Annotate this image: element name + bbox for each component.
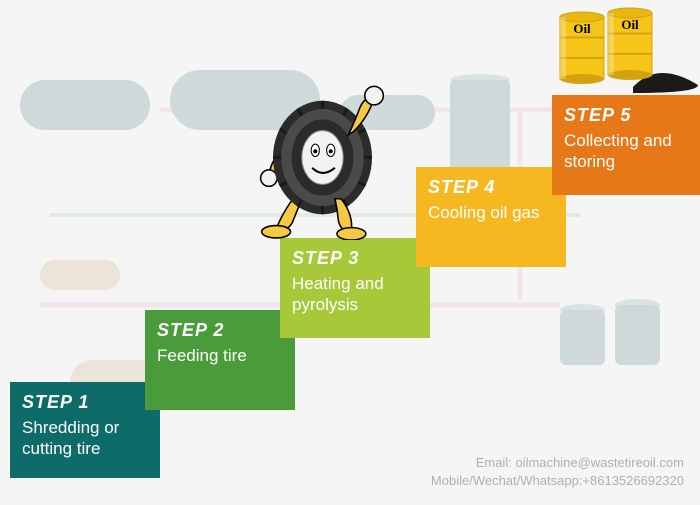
step-description: Cooling oil gas	[428, 202, 554, 223]
step-number: STEP 5	[564, 105, 688, 126]
step-box: STEP 3 Heating and pyrolysis	[280, 238, 430, 338]
phone-label: Mobile/Wechat/Whatsapp:	[431, 473, 583, 488]
svg-text:Oil: Oil	[573, 21, 591, 36]
email-value: oilmachine@wastetireoil.com	[515, 455, 684, 470]
step-description: Feeding tire	[157, 345, 283, 366]
step-box: STEP 2 Feeding tire	[145, 310, 295, 410]
step-number: STEP 2	[157, 320, 283, 341]
step-number: STEP 4	[428, 177, 554, 198]
contact-phone-line: Mobile/Wechat/Whatsapp:+8613526692320	[431, 472, 684, 490]
tire-mascot	[240, 75, 405, 245]
step-box: STEP 5 Collecting and storing	[552, 95, 700, 195]
email-label: Email:	[476, 455, 512, 470]
oil-barrels-svg: Oil Oil	[548, 5, 700, 95]
step-box: STEP 4 Cooling oil gas	[416, 167, 566, 267]
step-number: STEP 3	[292, 248, 418, 269]
contact-info: Email: oilmachine@wastetireoil.com Mobil…	[431, 454, 684, 490]
step-description: Collecting and storing	[564, 130, 688, 173]
tire-mascot-svg	[240, 75, 405, 240]
phone-value: +8613526692320	[582, 473, 684, 488]
contact-email-line: Email: oilmachine@wastetireoil.com	[431, 454, 684, 472]
step-description: Shredding or cutting tire	[22, 417, 148, 460]
step-description: Heating and pyrolysis	[292, 273, 418, 316]
oil-barrels: Oil Oil	[548, 5, 700, 100]
step-box: STEP 1 Shredding or cutting tire	[10, 382, 160, 478]
svg-text:Oil: Oil	[621, 17, 639, 32]
step-number: STEP 1	[22, 392, 148, 413]
